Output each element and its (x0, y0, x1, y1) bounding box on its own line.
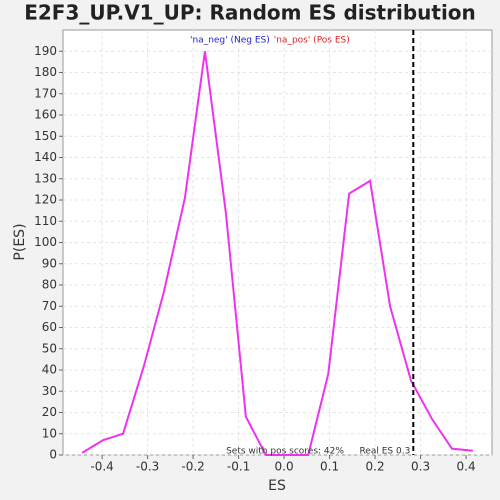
x-tick-label: 0.2 (366, 460, 385, 474)
y-tick-label: 20 (42, 405, 57, 419)
y-tick-label: 100 (34, 235, 57, 249)
y-tick-label: 90 (42, 256, 57, 270)
y-tick-label: 130 (34, 171, 57, 185)
x-tick-label: 0.4 (457, 460, 476, 474)
x-axis-label: ES (268, 478, 286, 494)
chart-title: E2F3_UP.V1_UP: Random ES distribution (24, 1, 476, 25)
y-tick-label: 140 (34, 150, 57, 164)
x-tick-label: 0.3 (411, 460, 430, 474)
x-tick-label: -0.3 (136, 460, 159, 474)
y-tick-label: 40 (42, 363, 57, 377)
annotation: Sets with pos scores: 42% (226, 447, 344, 457)
y-tick-label: 150 (34, 129, 57, 143)
y-tick-label: 190 (34, 44, 57, 58)
x-tick-label: -0.4 (90, 460, 113, 474)
legend-entry: 'na_pos' (Pos ES) (274, 36, 350, 46)
x-tick-label: 0.0 (275, 460, 294, 474)
x-tick-label: 0.1 (320, 460, 339, 474)
series-line (81, 51, 473, 456)
y-axis-label: P(ES) (12, 223, 28, 260)
y-tick-label: 110 (34, 214, 57, 228)
x-tick-label: -0.1 (227, 460, 250, 474)
y-tick-label: 80 (42, 278, 57, 292)
x-tick-label: -0.2 (181, 460, 204, 474)
y-tick-label: 170 (34, 86, 57, 100)
y-tick-label: 50 (42, 341, 57, 355)
y-tick-label: 70 (42, 299, 57, 313)
y-tick-label: 30 (42, 384, 57, 398)
plot-area (62, 29, 493, 456)
y-tick-label: 60 (42, 320, 57, 334)
y-tick-label: 120 (34, 193, 57, 207)
y-tick-label: 180 (34, 65, 57, 79)
y-tick-label: 0 (49, 448, 57, 462)
y-tick-label: 160 (34, 108, 57, 122)
legend-entry: 'na_neg' (Neg ES) (190, 36, 270, 46)
y-tick-label: 10 (42, 426, 57, 440)
real-es-label: Real ES 0.3 (359, 447, 410, 457)
